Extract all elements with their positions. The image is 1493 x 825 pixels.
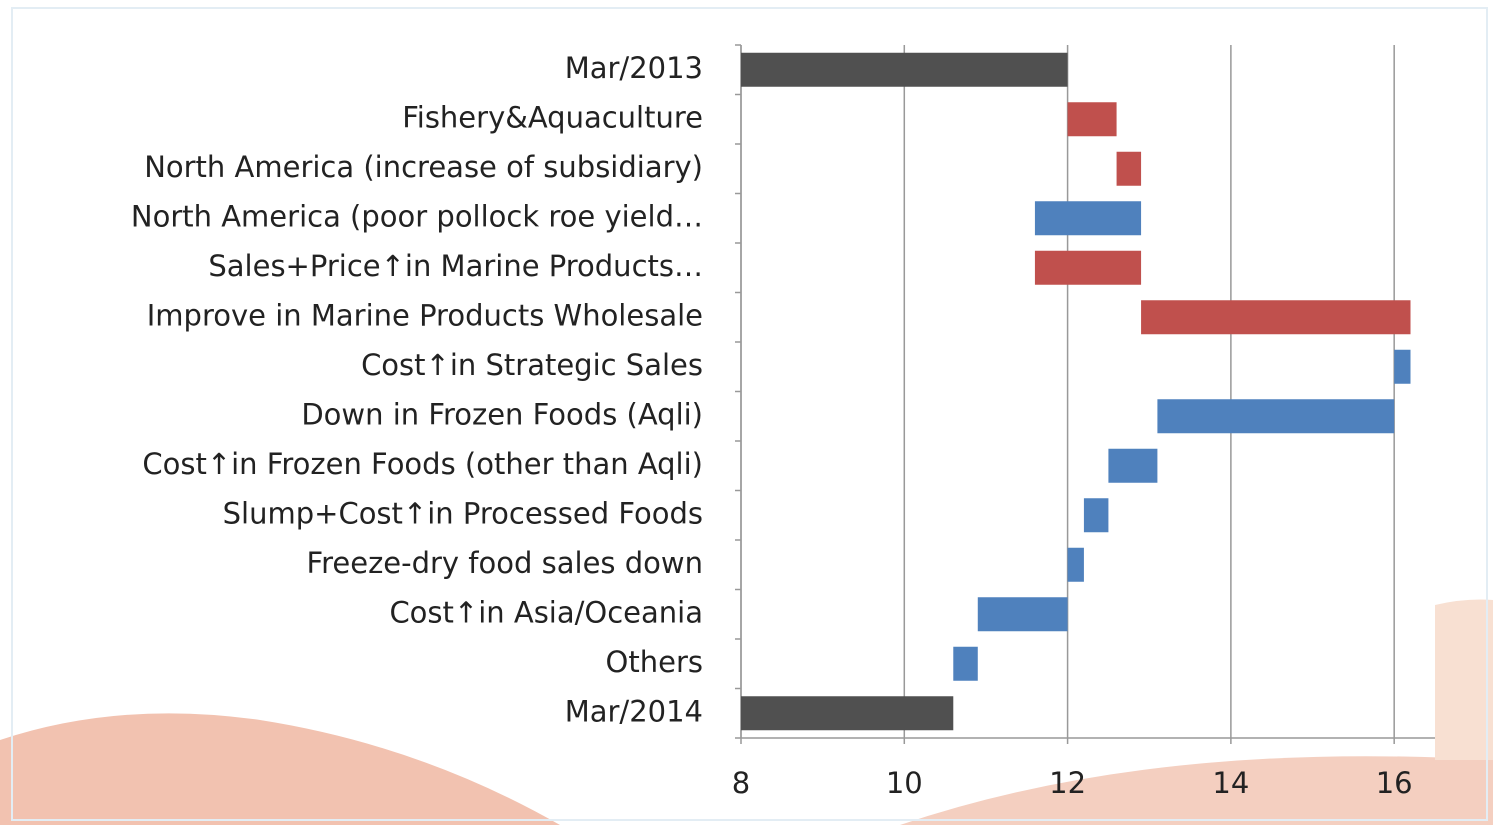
y-tick-label: Mar/2013 (565, 51, 703, 85)
y-tick-label: Cost↑in Frozen Foods (other than Aqli) (142, 447, 703, 481)
bar (977, 597, 1068, 632)
bar (1157, 399, 1395, 434)
x-tick-label: 14 (1212, 766, 1249, 800)
bar (1108, 448, 1158, 483)
y-tick-label: Sales+Price↑in Marine Products… (208, 249, 703, 283)
y-tick-label: Others (606, 645, 703, 679)
x-tick-label: 16 (1376, 766, 1413, 800)
y-tick-label: Cost↑in Asia/Oceania (389, 595, 703, 629)
bar (741, 52, 1068, 87)
y-tick-label: North America (increase of subsidiary) (144, 150, 703, 184)
y-tick-label: Fishery&Aquaculture (402, 100, 703, 134)
bar (1141, 300, 1411, 335)
y-tick-label: Freeze-dry food sales down (307, 546, 703, 580)
y-tick-label: North America (poor pollock roe yield… (131, 199, 703, 233)
x-tick-label: 10 (886, 766, 923, 800)
bar (1116, 151, 1142, 186)
bar (1067, 547, 1084, 582)
x-tick-label: 12 (1049, 766, 1086, 800)
decor-wave (1435, 599, 1493, 760)
bar (1394, 349, 1411, 384)
bar (1034, 250, 1142, 285)
y-tick-label: Mar/2014 (565, 694, 703, 728)
bar (1083, 498, 1109, 533)
frame (11, 7, 1488, 821)
bar (1067, 102, 1117, 137)
x-tick-label: 8 (732, 766, 750, 800)
y-tick-label: Improve in Marine Products Wholesale (147, 298, 703, 332)
bar (741, 696, 954, 731)
y-tick-label: Down in Frozen Foods (Aqli) (301, 397, 703, 431)
decor-wave (900, 756, 1493, 825)
y-tick-label: Cost↑in Strategic Sales (361, 348, 703, 382)
y-tick-label: Slump+Cost↑in Processed Foods (223, 496, 703, 530)
decor-wave (0, 713, 560, 825)
bar (1034, 201, 1142, 236)
bar (953, 646, 978, 681)
